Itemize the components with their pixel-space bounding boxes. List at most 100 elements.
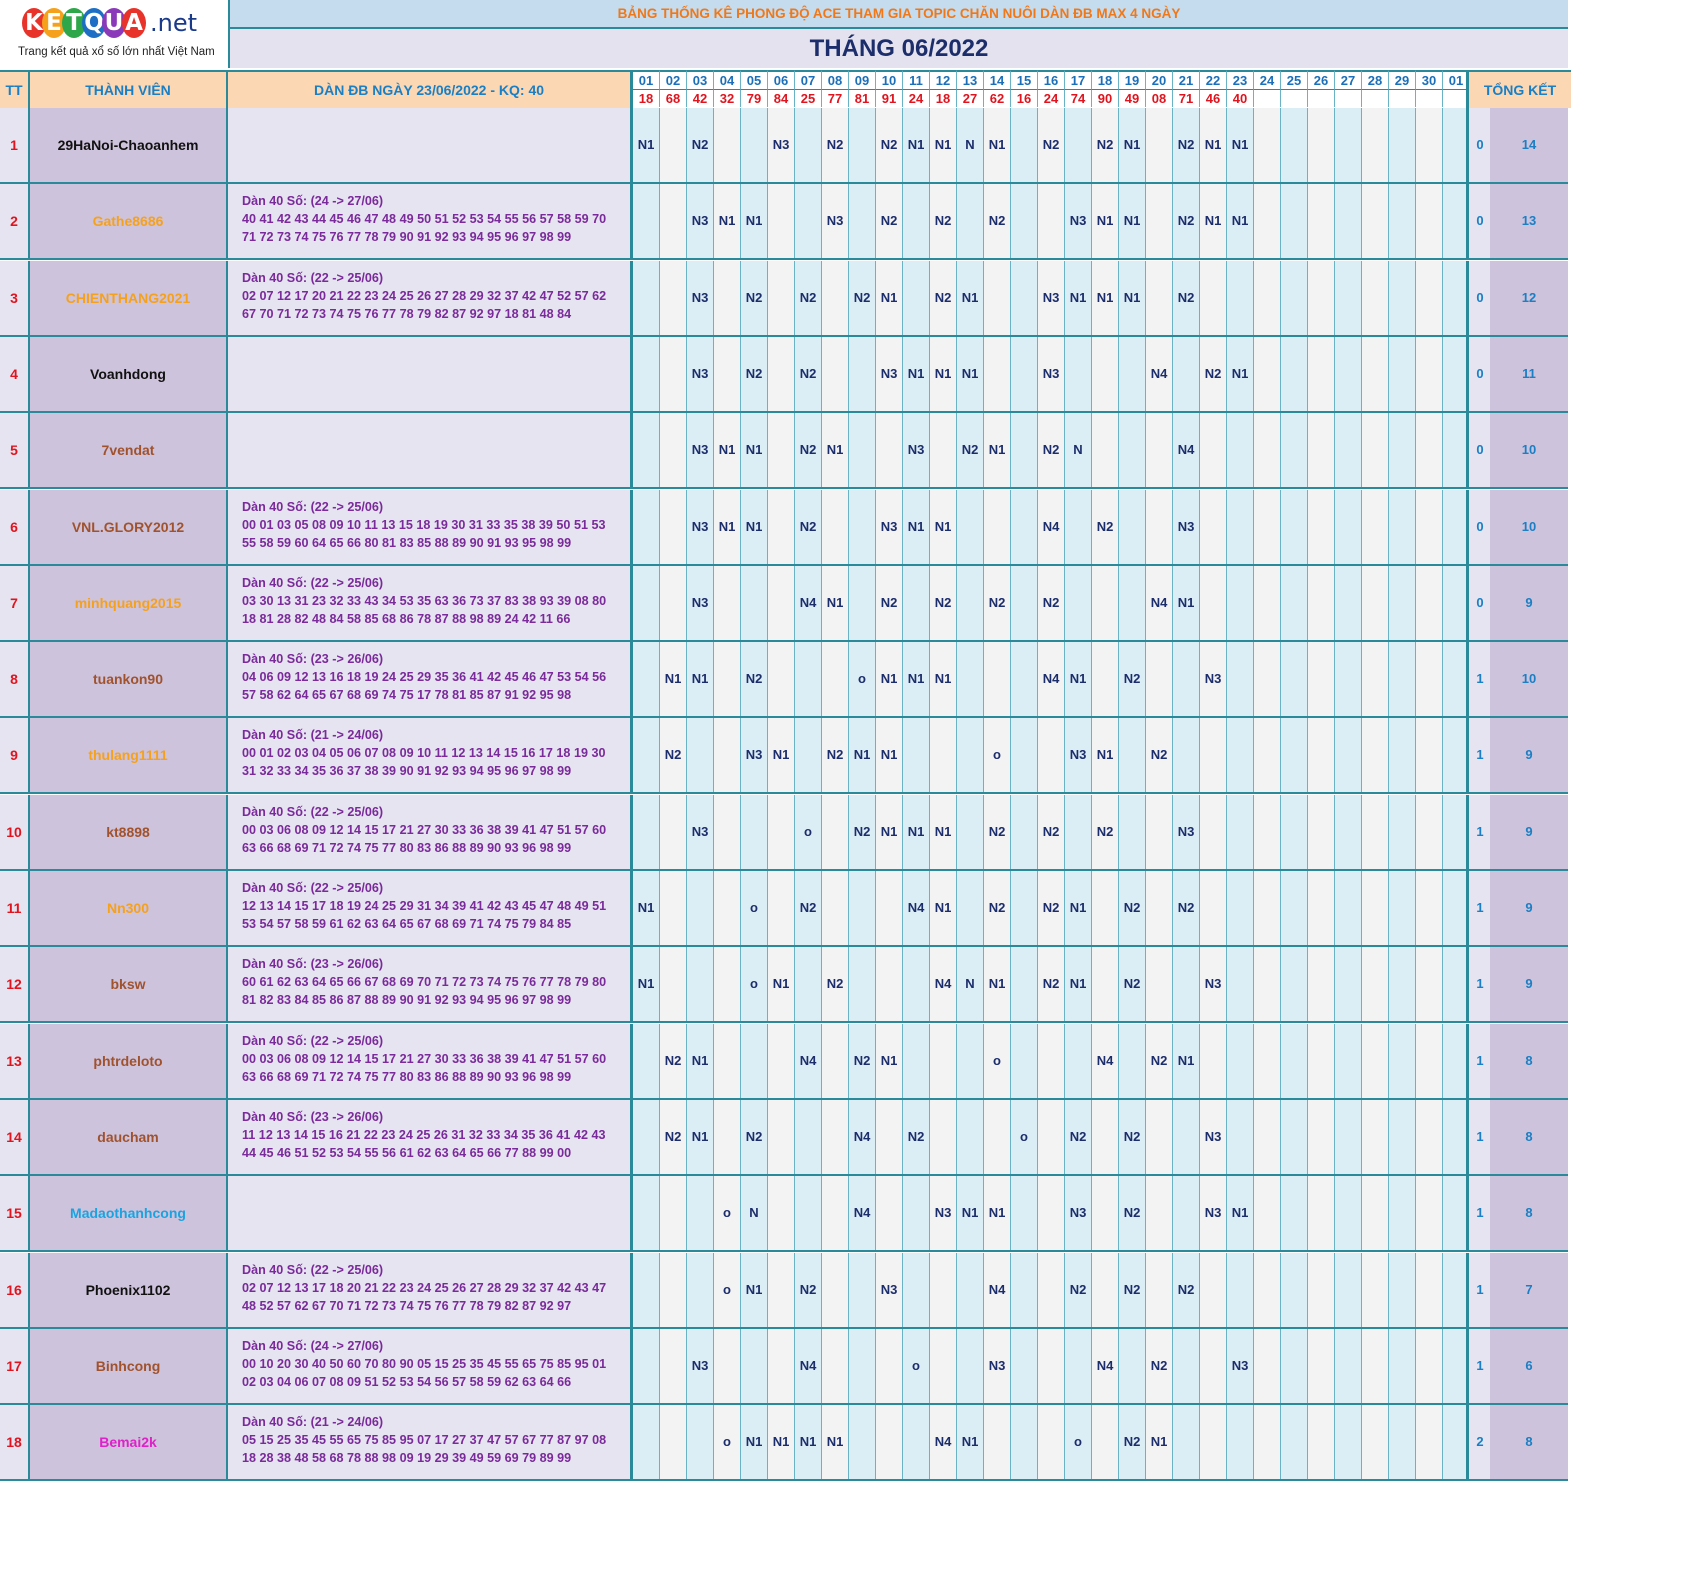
dan-dan-title: Dàn 40 Số: (22 -> 25/06)	[242, 1262, 384, 1277]
day-mark: N1	[903, 794, 930, 869]
day-result: 71	[1173, 89, 1200, 107]
member-name[interactable]: daucham	[30, 1099, 228, 1174]
member-name[interactable]: Bemai2k	[30, 1405, 228, 1480]
day-mark: N2	[1173, 1252, 1200, 1327]
day-mark	[1416, 184, 1443, 259]
day-mark: N1	[984, 108, 1011, 182]
member-name[interactable]: Phoenix1102	[30, 1252, 228, 1327]
member-name[interactable]: Gathe8686	[30, 184, 228, 259]
day-mark	[1362, 642, 1389, 717]
day-mark: N1	[687, 642, 714, 717]
day-mark	[1200, 794, 1227, 869]
day-mark: N1	[903, 642, 930, 717]
member-name[interactable]: Madaothanhcong	[30, 1176, 228, 1251]
day-mark	[1389, 947, 1416, 1022]
day-mark	[1308, 565, 1335, 640]
day-mark	[741, 1328, 768, 1403]
member-name[interactable]: bksw	[30, 947, 228, 1022]
member-name[interactable]: phtrdeloto	[30, 1023, 228, 1098]
day-mark: N2	[1173, 184, 1200, 259]
day-mark	[1335, 1252, 1362, 1327]
day-result: 32	[714, 89, 741, 107]
member-name[interactable]: minhquang2015	[30, 565, 228, 640]
day-mark: N1	[876, 718, 903, 793]
member-name[interactable]: Binhcong	[30, 1328, 228, 1403]
day-mark	[1254, 718, 1281, 793]
day-mark	[1227, 794, 1254, 869]
day-mark: o	[984, 718, 1011, 793]
summary-total: 9	[1490, 718, 1568, 793]
day-mark	[903, 184, 930, 259]
day-mark: o	[849, 642, 876, 717]
day-mark	[1335, 413, 1362, 488]
dan-cell: Dàn 40 Số: (24 -> 27/06) 40 41 42 43 44 4…	[228, 184, 633, 259]
summary-total: 10	[1490, 642, 1568, 717]
dan-cell: Dàn 40 Số: (22 -> 25/06) 03 30 13 31 23 3…	[228, 565, 633, 640]
day-mark	[1200, 489, 1227, 564]
day-mark	[633, 1405, 660, 1480]
day-mark	[768, 1328, 795, 1403]
day-mark	[633, 1176, 660, 1251]
day-mark	[1335, 718, 1362, 793]
day-mark	[876, 413, 903, 488]
day-mark	[1335, 489, 1362, 564]
day-mark	[984, 260, 1011, 335]
day-mark	[741, 1023, 768, 1098]
day-mark	[633, 642, 660, 717]
day-mark	[1281, 1023, 1308, 1098]
dan-dan-l1: 05 15 25 35 45 55 65 75 85 95 07 17 27 3…	[242, 1433, 607, 1448]
day-result	[1281, 89, 1308, 107]
day-mark: N4	[795, 1328, 822, 1403]
day-mark	[1227, 642, 1254, 717]
day-mark	[1254, 184, 1281, 259]
day-mark	[1146, 794, 1173, 869]
day-mark: N4	[795, 1023, 822, 1098]
summary-total: 9	[1490, 871, 1568, 945]
day-mark	[1416, 1176, 1443, 1251]
day-mark: o	[714, 1176, 741, 1251]
day-label: 09	[849, 70, 876, 89]
dan-cell	[228, 108, 633, 182]
member-name[interactable]: 29HaNoi-Chaoanhem	[30, 108, 228, 182]
day-mark	[1119, 1023, 1146, 1098]
day-mark	[1389, 871, 1416, 945]
day-mark	[1227, 565, 1254, 640]
day-mark	[957, 1023, 984, 1098]
member-name[interactable]: Voanhdong	[30, 336, 228, 411]
header-tt: TT	[0, 70, 30, 108]
day-result: 77	[822, 89, 849, 107]
day-mark: N2	[1173, 260, 1200, 335]
day-mark: N3	[768, 108, 795, 182]
dan-dan-l2: 67 70 71 72 73 74 75 76 77 78 79 82 87 9…	[242, 306, 572, 321]
member-name[interactable]: VNL.GLORY2012	[30, 489, 228, 564]
member-name[interactable]: CHIENTHANG2021	[30, 260, 228, 335]
row-number: 7	[0, 565, 30, 640]
day-mark: N1	[930, 794, 957, 869]
day-mark	[1011, 565, 1038, 640]
member-name[interactable]: 7vendat	[30, 413, 228, 488]
day-mark	[1362, 1176, 1389, 1251]
day-mark	[1281, 184, 1308, 259]
day-mark	[1416, 260, 1443, 335]
day-mark	[1227, 413, 1254, 488]
member-name[interactable]: thulang1111	[30, 718, 228, 793]
day-mark	[660, 413, 687, 488]
day-mark: N2	[795, 489, 822, 564]
dan-dan-l2: 57 58 62 64 65 67 68 69 74 75 17 78 81 8…	[242, 688, 572, 703]
day-mark	[1443, 489, 1470, 564]
site-logo[interactable]: K E T Q U A .net Trang kết quả xổ số lớn nhất …	[0, 0, 230, 68]
day-mark	[1443, 1328, 1470, 1403]
day-mark	[1092, 1099, 1119, 1174]
day-mark	[1416, 1099, 1443, 1174]
day-mark	[660, 489, 687, 564]
day-mark	[1362, 184, 1389, 259]
member-name[interactable]: kt8898	[30, 794, 228, 869]
day-mark	[660, 1328, 687, 1403]
member-name[interactable]: Nn300	[30, 871, 228, 945]
dan-dan-l2: 18 28 38 48 58 68 78 88 98 09 19 29 39 4…	[242, 1451, 572, 1466]
day-mark: N1	[903, 336, 930, 411]
day-mark	[633, 794, 660, 869]
day-mark	[1200, 871, 1227, 945]
summary-count: 1	[1466, 718, 1491, 793]
member-name[interactable]: tuankon90	[30, 642, 228, 717]
